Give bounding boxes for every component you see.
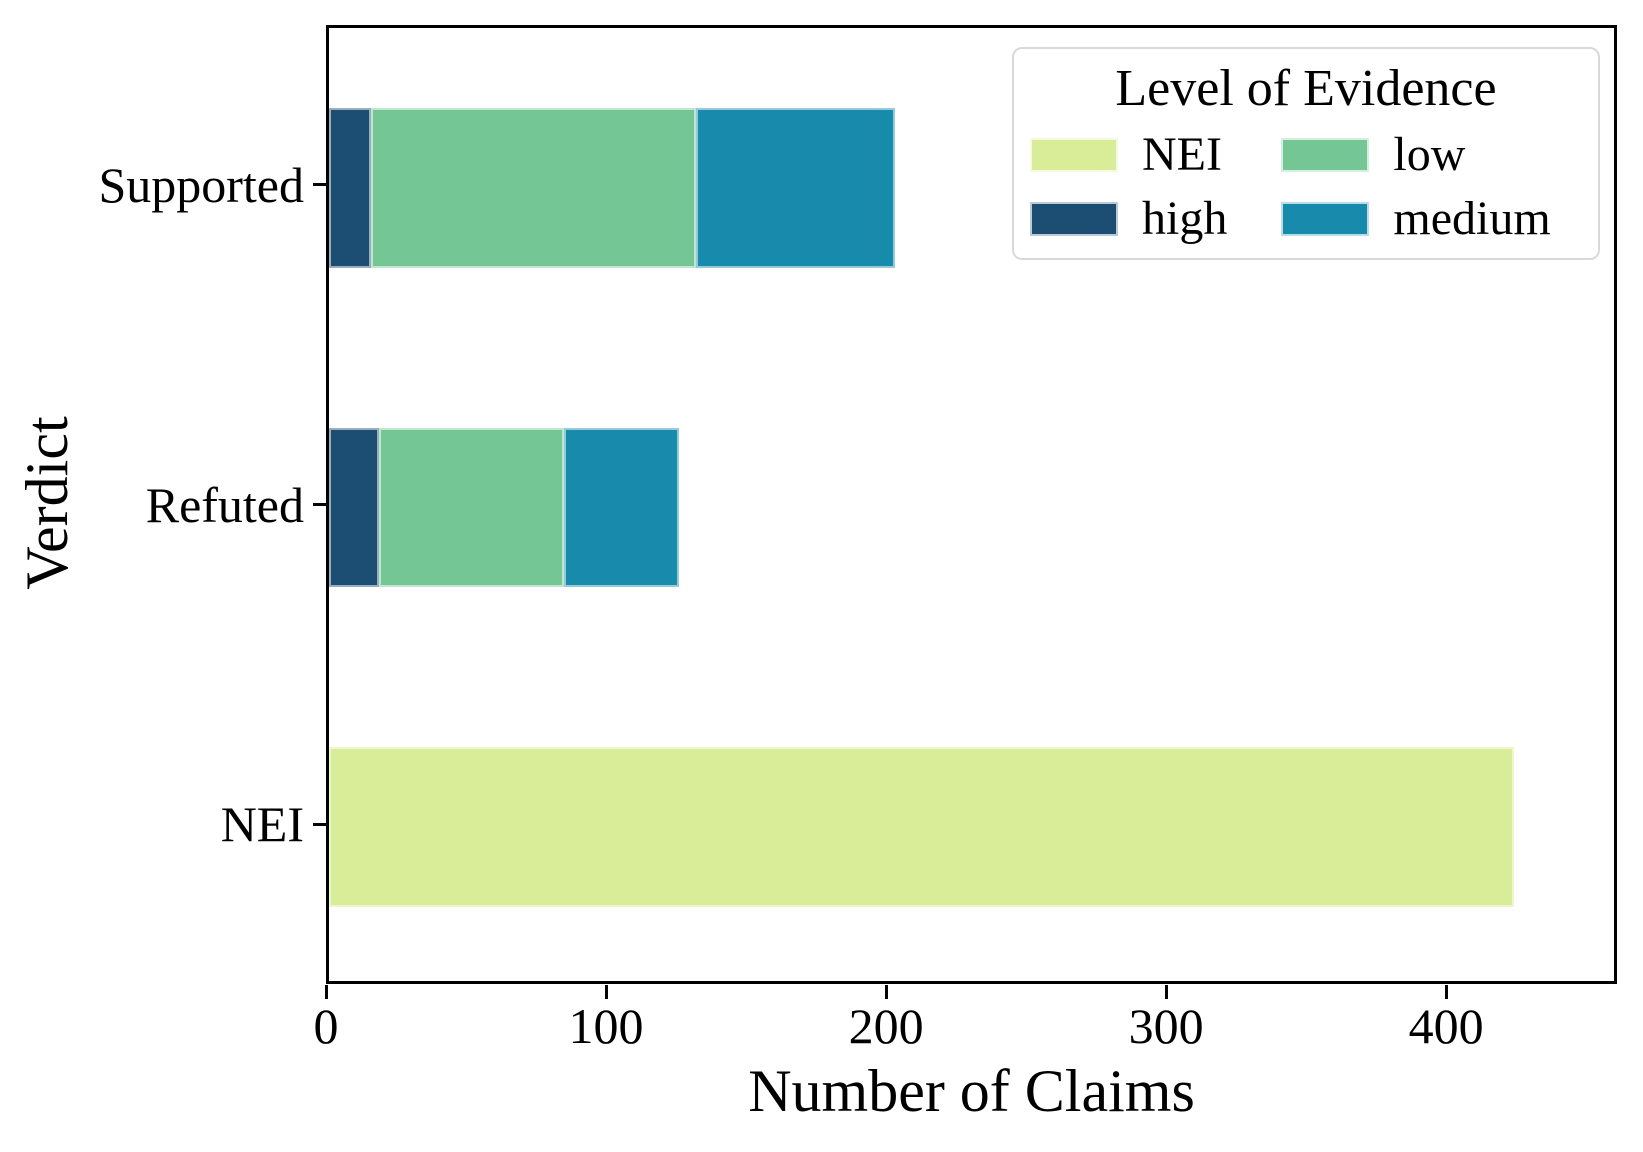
legend-label-low: low xyxy=(1393,128,1466,181)
legend-item-high: high xyxy=(1030,195,1281,243)
legend-item-nei: NEI xyxy=(1030,131,1281,179)
legend-item-medium: medium xyxy=(1281,195,1578,243)
x-tick-label-300: 300 xyxy=(1128,998,1204,1054)
legend-swatch-high xyxy=(1030,202,1118,236)
x-tick-100 xyxy=(604,985,608,999)
x-tick-400 xyxy=(1444,985,1448,999)
legend-item-low: low xyxy=(1281,131,1578,179)
bar-segment-high-supported xyxy=(329,107,371,268)
x-tick-label-0: 0 xyxy=(313,998,339,1054)
bar-segment-nei-nei xyxy=(329,747,1514,908)
legend-grid: NEI low high medium xyxy=(1014,115,1598,243)
y-tick-supported xyxy=(313,183,327,187)
legend-swatch-nei xyxy=(1030,138,1118,172)
y-tick-label-refuted: Refuted xyxy=(145,476,304,533)
legend: Level of Evidence NEI low high medium xyxy=(1012,47,1600,260)
bar-segment-medium-supported xyxy=(695,107,895,268)
bar-segment-low-supported xyxy=(371,107,696,268)
bar-segment-low-refuted xyxy=(379,427,565,588)
y-tick-refuted xyxy=(313,503,327,506)
x-tick-label-100: 100 xyxy=(568,998,644,1054)
bar-segment-high-refuted xyxy=(329,427,380,588)
x-tick-label-200: 200 xyxy=(848,998,924,1054)
legend-label-medium: medium xyxy=(1393,192,1551,245)
legend-label-nei: NEI xyxy=(1142,128,1222,181)
x-tick-0 xyxy=(324,985,328,999)
legend-title: Level of Evidence xyxy=(1115,60,1497,117)
y-tick-label-supported: Supported xyxy=(98,156,304,213)
bar-segment-medium-refuted xyxy=(564,427,680,588)
x-axis-title: Number of Claims xyxy=(748,1058,1195,1124)
legend-label-high: high xyxy=(1142,192,1228,245)
x-tick-label-400: 400 xyxy=(1408,998,1484,1054)
y-tick-label-nei: NEI xyxy=(220,796,304,853)
y-tick-nei xyxy=(313,822,327,826)
x-tick-200 xyxy=(884,985,888,999)
x-tick-300 xyxy=(1164,985,1168,999)
legend-swatch-low xyxy=(1281,138,1370,172)
legend-swatch-medium xyxy=(1281,202,1370,236)
